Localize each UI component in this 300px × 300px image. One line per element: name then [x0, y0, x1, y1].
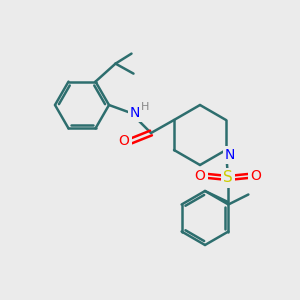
Text: S: S [223, 170, 233, 185]
Text: N: N [225, 148, 235, 162]
Text: N: N [130, 106, 140, 120]
Text: H: H [141, 102, 149, 112]
Text: O: O [250, 169, 261, 183]
Text: O: O [194, 169, 206, 183]
Text: O: O [118, 134, 129, 148]
